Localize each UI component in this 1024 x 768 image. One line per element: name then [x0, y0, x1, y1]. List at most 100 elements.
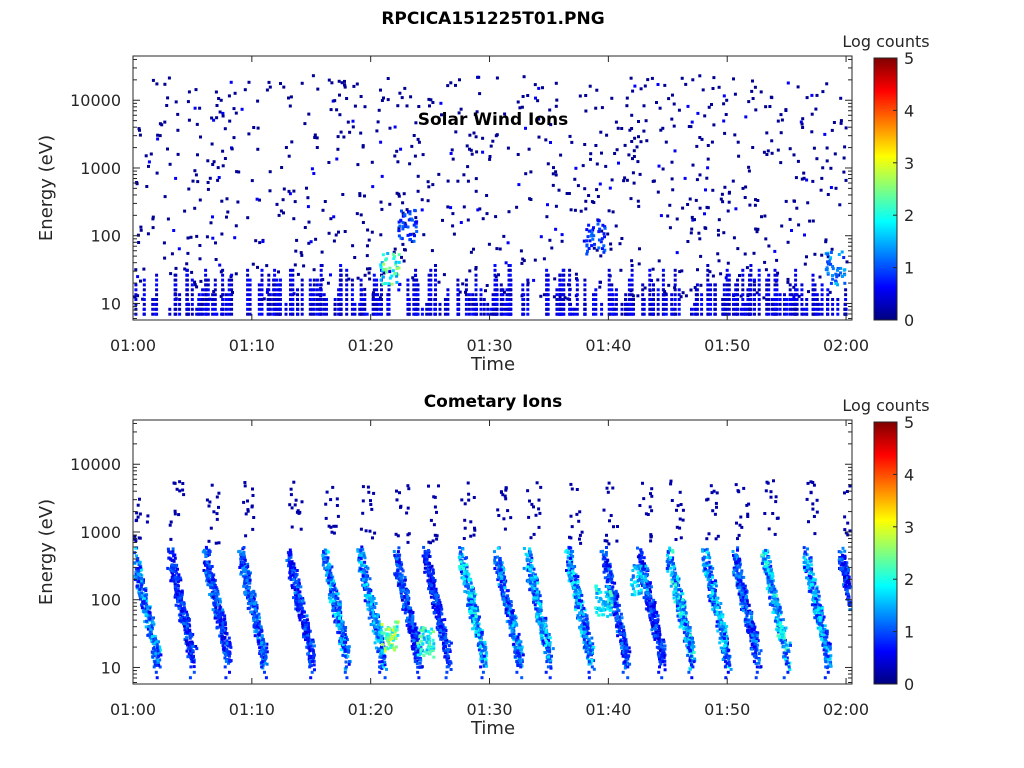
heatmap-cell: [194, 88, 198, 92]
heatmap-cell: [366, 566, 370, 570]
heatmap-cell: [329, 498, 333, 502]
heatmap-cell: [810, 93, 814, 97]
heatmap-cell: [298, 605, 302, 609]
heatmap-cell: [409, 618, 413, 622]
heatmap-cell: [464, 278, 468, 282]
heatmap-cell: [208, 570, 212, 574]
heatmap-cell: [462, 173, 466, 177]
heatmap-cell: [166, 147, 169, 151]
heatmap-cell: [149, 152, 153, 156]
heatmap-cell: [554, 170, 558, 174]
heatmap-cell: [834, 186, 838, 190]
heatmap-cell: [698, 173, 702, 177]
heatmap-cell: [137, 580, 141, 584]
heatmap-cell: [353, 307, 357, 311]
heatmap-cell: [228, 119, 232, 123]
heatmap-cell: [347, 660, 351, 664]
heatmap-cell: [307, 220, 311, 224]
heatmap-cell: [412, 288, 416, 292]
heatmap-cell: [471, 293, 475, 297]
heatmap-cell: [225, 641, 229, 645]
heatmap-cell: [414, 121, 418, 125]
heatmap-cell: [336, 592, 340, 596]
heatmap-cell: [332, 239, 336, 243]
heatmap-cell: [190, 312, 194, 316]
heatmap-cell: [211, 312, 215, 316]
heatmap-cell: [177, 590, 181, 593]
heatmap-cell: [374, 627, 378, 631]
heatmap-cell: [507, 312, 511, 316]
heatmap-cell: [372, 307, 376, 311]
heatmap-cell: [287, 560, 291, 564]
heatmap-cell: [776, 119, 780, 123]
heatmap-cell: [218, 623, 222, 627]
heatmap-cell: [741, 293, 745, 297]
heatmap-cell: [717, 259, 721, 263]
heatmap-cell: [252, 516, 256, 519]
heatmap-cell: [272, 283, 276, 287]
heatmap-cell: [316, 87, 320, 91]
heatmap-cell: [336, 597, 340, 601]
heatmap-cell: [630, 288, 634, 292]
heatmap-cell: [575, 298, 579, 301]
heatmap-cell: [228, 642, 232, 646]
heatmap-cell: [735, 293, 739, 297]
heatmap-cell: [568, 273, 572, 277]
heatmap-cell: [351, 119, 355, 123]
heatmap-cell: [319, 264, 323, 267]
heatmap-cell: [134, 576, 138, 579]
heatmap-cell: [173, 302, 177, 306]
heatmap-cell: [387, 288, 391, 292]
heatmap-cell: [751, 97, 755, 100]
heatmap-cell: [648, 302, 652, 306]
heatmap-cell: [773, 298, 777, 301]
heatmap-cell: [213, 288, 217, 292]
heatmap-cell: [479, 302, 483, 306]
heatmap-cell: [319, 298, 323, 301]
heatmap-cell: [592, 234, 596, 238]
heatmap-cell: [429, 293, 433, 297]
heatmap-cell: [452, 232, 456, 236]
heatmap-cell: [153, 641, 157, 645]
heatmap-cell: [218, 604, 222, 608]
heatmap-cell: [304, 631, 308, 635]
heatmap-cell: [226, 644, 230, 648]
heatmap-cell: [224, 626, 228, 630]
heatmap-cell: [334, 233, 338, 237]
heatmap-cell: [168, 312, 172, 316]
heatmap-cell: [365, 600, 369, 604]
heatmap-cell: [775, 302, 779, 306]
heatmap-cell: [315, 278, 319, 282]
heatmap-cell: [403, 578, 407, 582]
heatmap-cell: [598, 227, 602, 231]
heatmap-cell: [367, 238, 371, 242]
heatmap-cell: [308, 293, 312, 297]
heatmap-cell: [656, 288, 660, 292]
heatmap-cell: [652, 302, 655, 306]
heatmap-cell: [681, 291, 685, 295]
heatmap-cell: [325, 573, 328, 577]
heatmap-cell: [427, 185, 431, 189]
heatmap-cell: [397, 234, 401, 238]
heatmap-cell: [790, 302, 794, 306]
heatmap-cell: [173, 509, 177, 513]
heatmap-cell: [648, 293, 652, 297]
heatmap-cell: [307, 646, 311, 650]
heatmap-cell: [245, 585, 249, 588]
heatmap-cell: [275, 307, 278, 311]
heatmap-cell: [339, 288, 343, 292]
heatmap-cell: [386, 98, 390, 102]
heatmap-cell: [267, 307, 271, 311]
heatmap-cell: [149, 625, 153, 629]
heatmap-cell: [185, 302, 189, 306]
heatmap-cell: [208, 500, 212, 504]
heatmap-cell: [591, 237, 595, 241]
heatmap-cell: [260, 278, 264, 282]
heatmap-cell: [300, 283, 304, 287]
heatmap-cell: [427, 312, 431, 316]
heatmap-cell: [159, 653, 163, 657]
heatmap-cell: [212, 118, 216, 122]
heatmap-cell: [168, 307, 172, 311]
heatmap-cell: [829, 186, 833, 189]
heatmap-cell: [210, 142, 214, 146]
